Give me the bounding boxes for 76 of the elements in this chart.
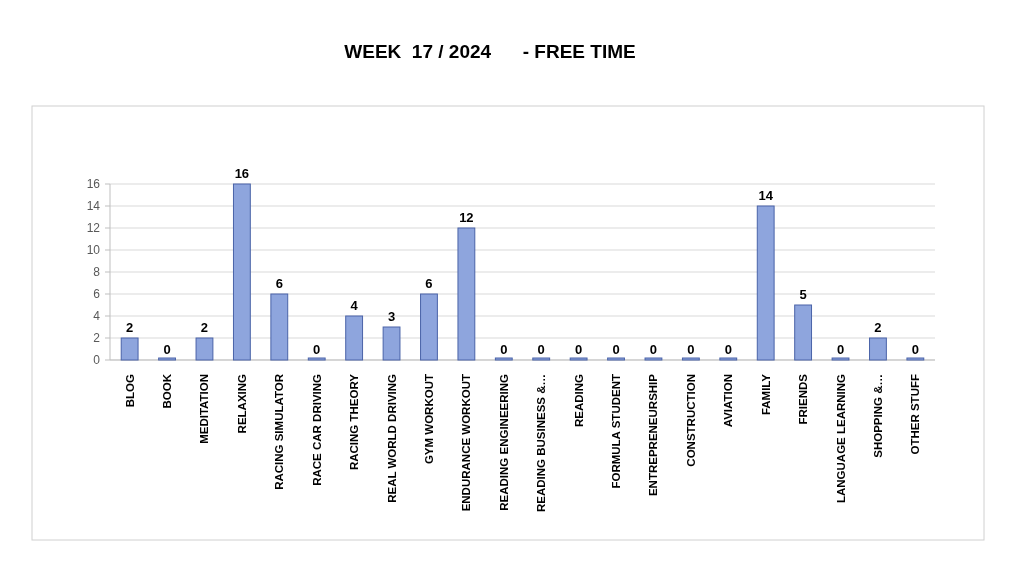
- y-tick-label: 2: [93, 331, 101, 345]
- x-tick-label: FRIENDS: [797, 373, 810, 425]
- data-label: 6: [275, 276, 283, 291]
- bar: [756, 205, 775, 361]
- data-label: 6: [425, 276, 433, 291]
- data-label: 0: [537, 342, 545, 357]
- data-label: 16: [234, 166, 250, 181]
- x-tick-label: REAL WORLD DRIVING: [385, 373, 398, 503]
- x-tick-label: LANGUAGE LEARNING: [834, 373, 847, 504]
- data-label: 0: [313, 342, 321, 357]
- data-label: 5: [799, 287, 807, 302]
- x-tick-label: GYM WORKOUT: [422, 374, 435, 465]
- data-label: 0: [575, 342, 583, 357]
- x-tick-label: ENTREPRENEURSHIP: [647, 373, 660, 497]
- bar: [794, 304, 813, 361]
- x-tick-label: FORMULA STUDENT: [610, 374, 623, 489]
- y-tick-label: 16: [86, 177, 101, 191]
- x-tick-label: SHOPPING &…: [871, 374, 884, 458]
- data-label: 0: [724, 342, 732, 357]
- data-label: 12: [459, 210, 474, 225]
- data-label: 2: [126, 320, 134, 335]
- x-tick-label: READING: [572, 373, 585, 428]
- data-label: 3: [387, 309, 396, 324]
- x-tick-label: ENDURANCE WORKOUT: [460, 374, 473, 512]
- data-label: 4: [350, 298, 359, 313]
- x-tick-label: RACE CAR DRIVING: [310, 373, 323, 486]
- bar: [382, 326, 401, 361]
- bar: [270, 293, 289, 361]
- x-tick-label: READING ENGINEERING: [497, 373, 510, 511]
- bar: [420, 293, 438, 361]
- data-label: 0: [163, 342, 171, 357]
- data-label: 0: [836, 342, 845, 357]
- bar: [644, 357, 663, 361]
- bar: [232, 183, 251, 361]
- y-tick-label: 10: [86, 243, 101, 257]
- bar: [607, 357, 625, 361]
- bar: [494, 357, 513, 361]
- bar: [719, 357, 738, 361]
- y-tick-label: 8: [93, 265, 101, 279]
- x-tick-label: READING BUSINESS &…: [535, 374, 548, 513]
- x-tick-label: BLOG: [123, 373, 136, 408]
- x-tick-label: BOOK: [161, 373, 174, 409]
- data-label: 0: [612, 342, 620, 357]
- x-tick-label: CONSTRUCTION: [684, 374, 697, 467]
- y-tick-label: 12: [86, 221, 101, 235]
- data-label: 0: [911, 342, 919, 357]
- bar: [681, 357, 700, 361]
- x-tick-label: OTHER STUFF: [909, 374, 922, 455]
- bar: [307, 357, 326, 361]
- chart-title: WEEK 17 / 2024 - FREE TIME: [344, 41, 636, 62]
- x-tick-label: AVIATION: [722, 374, 735, 428]
- y-tick-label: 0: [93, 353, 101, 367]
- x-tick-label: RELAXING: [235, 373, 248, 434]
- bar: [195, 337, 214, 361]
- data-label: 2: [200, 320, 209, 335]
- bar: [158, 357, 176, 361]
- data-label: 0: [687, 342, 695, 357]
- y-tick-label: 4: [93, 309, 101, 323]
- bar: [345, 315, 364, 361]
- data-label: 0: [649, 342, 658, 357]
- x-tick-label: FAMILY: [759, 373, 772, 416]
- bar: [532, 357, 551, 361]
- y-tick-label: 6: [93, 287, 101, 301]
- bar: [457, 227, 476, 361]
- data-label: 14: [758, 188, 774, 203]
- data-label: 2: [874, 320, 882, 335]
- x-tick-label: MEDITATION: [198, 374, 211, 444]
- x-tick-label: RACING THEORY: [348, 373, 361, 471]
- bar: [569, 357, 588, 361]
- data-label: 0: [500, 342, 508, 357]
- y-tick-label: 14: [86, 199, 101, 213]
- bar: [869, 337, 887, 361]
- bar: [906, 357, 925, 361]
- x-tick-label: RACING SIMULATOR: [273, 373, 286, 490]
- bar: [120, 337, 139, 361]
- bar: [831, 357, 850, 361]
